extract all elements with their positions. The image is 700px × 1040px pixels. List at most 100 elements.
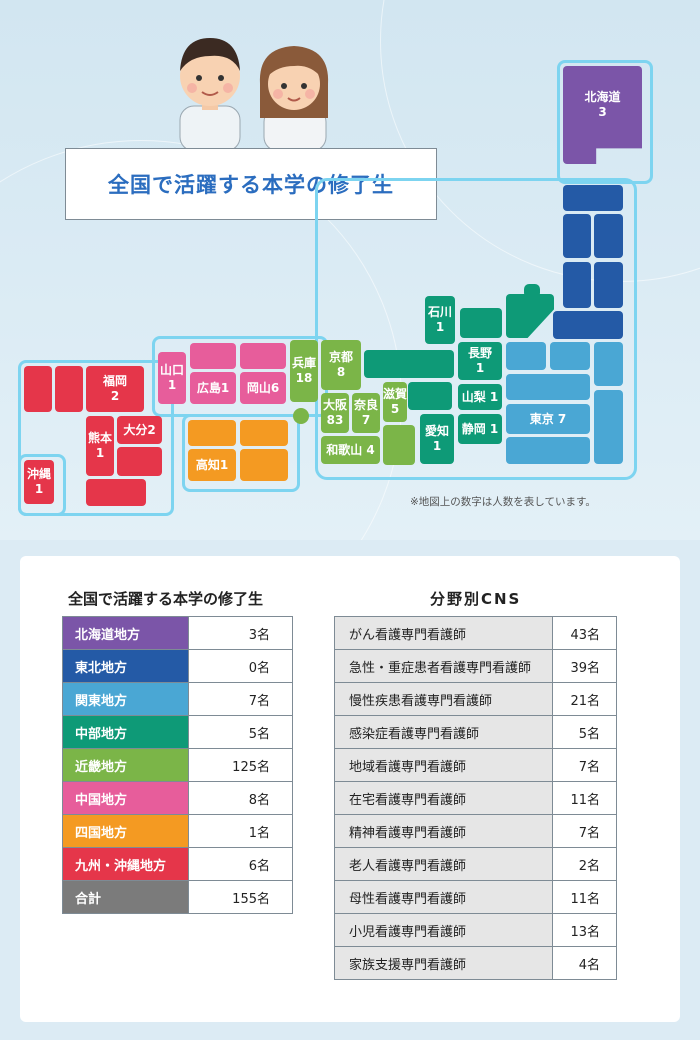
cns-row: 感染症看護専門看護師 5名	[334, 715, 617, 749]
okinawa-island	[18, 454, 66, 516]
cns-row: 母性看護専門看護師 11名	[334, 880, 617, 914]
cns-table-title: 分野別CNS	[430, 590, 522, 608]
pref-gunma	[506, 342, 546, 370]
cns-field-label: がん看護専門看護師	[334, 616, 553, 650]
region-row: 中国地方 8名	[62, 781, 293, 815]
cns-field-label: 老人看護専門看護師	[334, 847, 553, 881]
regions-table: 北海道地方 3名 東北地方 0名 関東地方 7名 中部地方 5名 近畿地方 125名 中国地方 8名四…	[62, 616, 293, 914]
cns-field-label: 在宅看護専門看護師	[334, 781, 553, 815]
pref-kagawa	[240, 420, 288, 446]
pref-wakayama: 和歌山 4	[321, 436, 380, 464]
pref-hiroshima: 広島1	[190, 372, 236, 404]
pref-tokyo: 東京 7	[506, 404, 590, 434]
pref-tokushima	[240, 449, 288, 481]
cns-count: 11名	[552, 781, 617, 815]
pref-ishikawa: 石川 1	[425, 296, 455, 344]
cns-count: 21名	[552, 682, 617, 716]
pref-chiba	[594, 390, 623, 464]
cns-field-label: 母性看護専門看護師	[334, 880, 553, 914]
pref-gifu	[408, 382, 452, 410]
region-count: 125名	[188, 748, 293, 782]
region-label: 九州・沖縄地方	[62, 847, 189, 881]
pref-kyoto: 京都 8	[321, 340, 361, 390]
pref-yamanashi: 山梨 1	[458, 384, 502, 410]
region-row: 四国地方 1名	[62, 814, 293, 848]
cns-row: 慢性疾患看護専門看護師 21名	[334, 682, 617, 716]
pref-toyama	[460, 308, 502, 338]
hokkaido-island	[557, 60, 653, 184]
pref-fukuoka: 福岡 2	[86, 366, 144, 412]
pref-yamaguchi: 山口 1	[158, 352, 186, 404]
cns-field-label: 精神看護専門看護師	[334, 814, 553, 848]
cns-row: 急性・重症患者看護専門看護師 39名	[334, 649, 617, 683]
cns-count: 11名	[552, 880, 617, 914]
pref-saga	[24, 366, 52, 412]
region-row: 近畿地方 125名	[62, 748, 293, 782]
cns-count: 7名	[552, 748, 617, 782]
cns-row: がん看護専門看護師 43名	[334, 616, 617, 650]
cns-field-label: 急性・重症患者看護専門看護師	[334, 649, 553, 683]
pref-kagoshima	[86, 479, 146, 506]
pref-aomori	[563, 185, 623, 211]
region-count: 0名	[188, 649, 293, 683]
region-count: 6名	[188, 847, 293, 881]
region-label: 近畿地方	[62, 748, 189, 782]
map-section: 全国で活躍する本学の修了生 北海道 3 東京 7 石川 1 長野 1 山梨 1 …	[0, 0, 700, 540]
cns-row: 在宅看護専門看護師 11名	[334, 781, 617, 815]
region-count: 1名	[188, 814, 293, 848]
pref-osaka: 大阪 83	[321, 393, 349, 433]
cns-field-label: 慢性疾患看護専門看護師	[334, 682, 553, 716]
region-count: 8名	[188, 781, 293, 815]
pref-yamagata	[563, 262, 591, 308]
cns-field-label: 感染症看護専門看護師	[334, 715, 553, 749]
region-count: 155名	[188, 880, 293, 914]
pref-shizuoka: 静岡 1	[458, 414, 502, 444]
cns-field-label: 地域看護専門看護師	[334, 748, 553, 782]
pref-oita: 大分2	[117, 416, 162, 444]
pref-tochigi	[550, 342, 590, 370]
tables-card: 全国で活躍する本学の修了生 北海道地方 3名 東北地方 0名 関東地方 7名 中部地方 5名近…	[20, 556, 680, 1022]
pref-saitama	[506, 374, 590, 400]
regions-table-title: 全国で活躍する本学の修了生	[68, 590, 264, 608]
page-title-box: 全国で活躍する本学の修了生	[65, 148, 437, 220]
region-row: 北海道地方 3名	[62, 616, 293, 650]
region-label: 中国地方	[62, 781, 189, 815]
pref-okayama: 岡山6	[240, 372, 286, 404]
region-row: 中部地方 5名	[62, 715, 293, 749]
pref-kanagawa	[506, 437, 590, 464]
cns-field-label: 小児看護専門看護師	[334, 913, 553, 947]
pref-shiga: 滋賀 5	[383, 382, 407, 422]
region-count: 3名	[188, 616, 293, 650]
cns-row: 老人看護専門看護師 2名	[334, 847, 617, 881]
region-label: 四国地方	[62, 814, 189, 848]
pref-iwate	[594, 214, 623, 258]
cns-count: 5名	[552, 715, 617, 749]
cns-count: 7名	[552, 814, 617, 848]
region-count: 7名	[188, 682, 293, 716]
pref-mie	[383, 425, 415, 465]
region-row: 九州・沖縄地方 6名	[62, 847, 293, 881]
cns-row: 家族支援専門看護師 4名	[334, 946, 617, 980]
region-row: 合計 155名	[62, 880, 293, 914]
pref-ehime	[188, 420, 236, 446]
region-label: 北海道地方	[62, 616, 189, 650]
cns-count: 4名	[552, 946, 617, 980]
pref-hyogo: 兵庫 18	[290, 340, 318, 402]
cns-table: がん看護専門看護師 43名 急性・重症患者看護専門看護師 39名 慢性疾患看護専門看護師…	[334, 616, 617, 980]
pref-miyagi	[594, 262, 623, 308]
page-title: 全国で活躍する本学の修了生	[108, 173, 394, 197]
cns-row: 小児看護専門看護師 13名	[334, 913, 617, 947]
region-label: 合計	[62, 880, 189, 914]
pref-nagano: 長野 1	[458, 342, 502, 380]
pref-kumamoto: 熊本 1	[86, 416, 114, 476]
map-note: ※地図上の数字は人数を表しています。	[410, 496, 596, 508]
cns-field-label: 家族支援専門看護師	[334, 946, 553, 980]
doctors-illustration	[179, 38, 329, 151]
cns-row: 精神看護専門看護師 7名	[334, 814, 617, 848]
cns-count: 43名	[552, 616, 617, 650]
pref-shimane	[190, 343, 236, 369]
cns-count: 2名	[552, 847, 617, 881]
pref-sado	[524, 284, 540, 298]
region-label: 中部地方	[62, 715, 189, 749]
region-label: 東北地方	[62, 649, 189, 683]
